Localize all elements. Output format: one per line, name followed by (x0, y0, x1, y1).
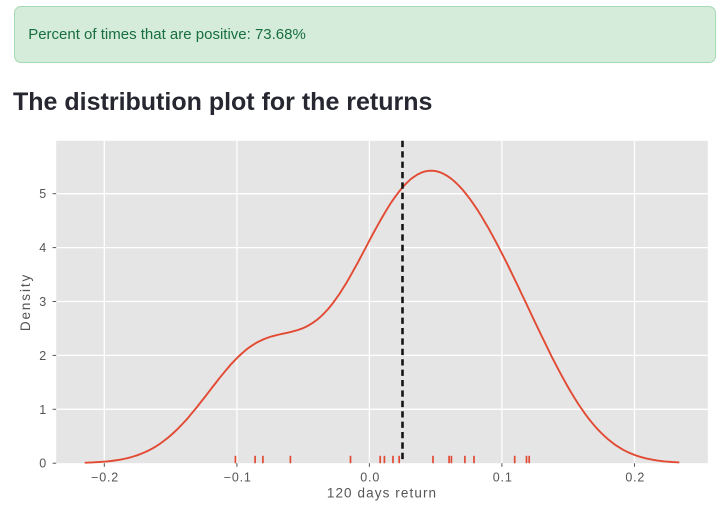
svg-text:0.1: 0.1 (493, 471, 513, 485)
svg-text:2: 2 (39, 349, 47, 363)
svg-text:−0.2: −0.2 (91, 471, 119, 485)
svg-text:3: 3 (39, 295, 47, 309)
svg-text:4: 4 (39, 241, 47, 255)
svg-text:1: 1 (39, 403, 47, 417)
svg-text:120 days return: 120 days return (327, 485, 437, 500)
svg-text:−0.1: −0.1 (224, 471, 252, 485)
svg-text:0.2: 0.2 (625, 471, 645, 485)
svg-text:5: 5 (39, 187, 47, 201)
svg-text:Density: Density (18, 273, 33, 331)
svg-text:0: 0 (39, 457, 47, 471)
svg-text:0.0: 0.0 (360, 471, 380, 485)
